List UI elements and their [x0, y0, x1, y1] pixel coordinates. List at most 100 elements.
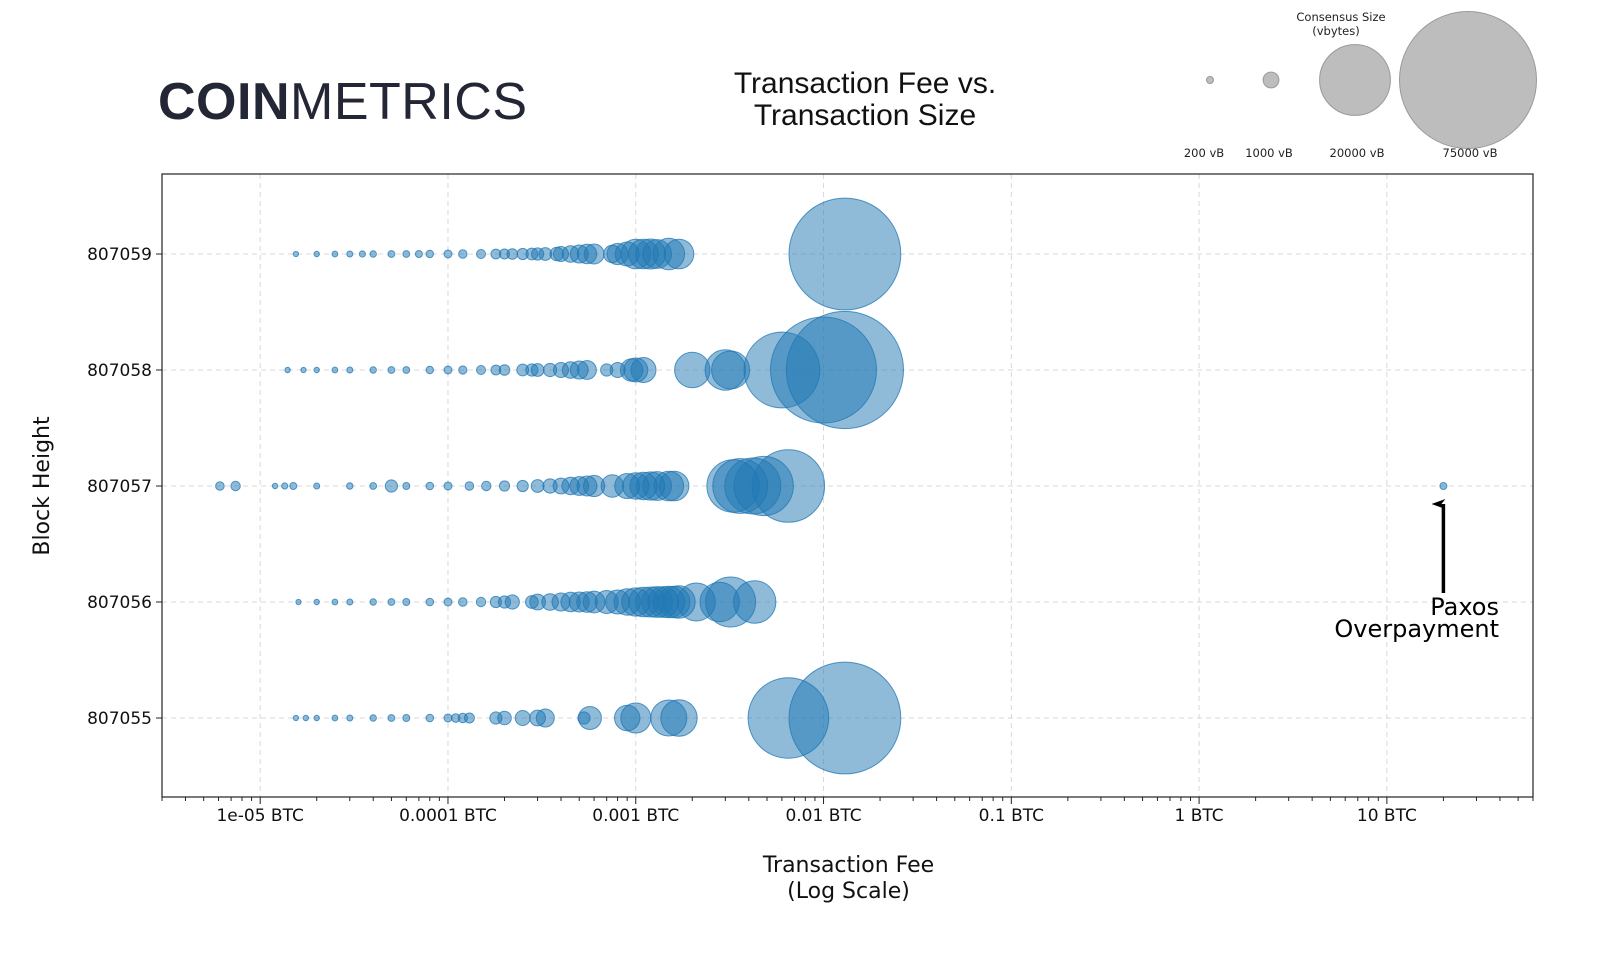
data-point — [369, 482, 378, 490]
data-point — [384, 479, 398, 493]
data-point — [358, 250, 366, 258]
data-point — [489, 595, 502, 609]
data-point — [530, 479, 545, 493]
data-point — [289, 482, 298, 490]
data-point — [443, 713, 453, 723]
size-legend-bubble — [1262, 71, 1280, 89]
chart-title-line-1: Transaction Fee vs. — [733, 67, 997, 100]
data-point — [281, 482, 289, 490]
data-points — [215, 197, 1448, 775]
annotation-text-line-1: Paxos — [1430, 593, 1499, 621]
data-point — [458, 365, 468, 375]
data-point — [346, 482, 354, 490]
data-point — [747, 677, 830, 759]
size-legend-bubble — [1399, 11, 1537, 149]
y-tick-label: 807057 — [87, 477, 152, 497]
y-axis-label: Block Height — [30, 416, 55, 556]
data-point — [489, 711, 503, 725]
data-point — [1439, 482, 1448, 490]
data-point — [346, 366, 354, 374]
data-point — [369, 714, 377, 722]
series-block-807057 — [215, 449, 1448, 523]
data-point — [542, 478, 558, 494]
data-point — [313, 366, 320, 374]
y-axis-ticks: 807059 807058 807057 807056 807055 — [87, 245, 162, 729]
data-point — [313, 482, 321, 490]
data-point — [313, 250, 320, 258]
data-point — [387, 598, 396, 606]
data-point — [369, 366, 377, 374]
size-legend-title-line-2: (vbytes) — [1312, 24, 1359, 38]
data-point — [402, 250, 411, 258]
data-point — [711, 350, 751, 390]
data-point — [215, 481, 225, 491]
data-point — [387, 714, 396, 722]
data-point — [313, 598, 320, 606]
data-point — [788, 197, 902, 311]
logo-light-text: METRICS — [290, 73, 528, 131]
data-point — [331, 598, 339, 606]
y-tick-label: 807059 — [87, 245, 152, 265]
data-point — [516, 247, 529, 261]
y-tick-label: 807055 — [87, 709, 152, 729]
x-axis-ticks: 1e-05 BTC 0.0001 BTC 0.001 BTC 0.01 BTC 0.1 … — [161, 797, 1534, 826]
data-point — [313, 714, 320, 722]
series-block-807055 — [292, 661, 902, 775]
data-point — [346, 714, 354, 722]
x-tick-label: 10 BTC — [1357, 806, 1417, 826]
data-point — [443, 481, 453, 491]
data-point — [425, 713, 435, 723]
data-point — [402, 366, 411, 374]
data-point — [369, 598, 377, 606]
coinmetrics-logo: COINMETRICS — [158, 76, 528, 128]
data-point — [498, 480, 511, 492]
data-point — [525, 595, 539, 609]
x-tick-label: 0.0001 BTC — [399, 806, 497, 826]
series-block-807059 — [292, 197, 902, 311]
data-point — [706, 459, 760, 513]
series-block-807058 — [284, 310, 905, 430]
data-point — [346, 250, 354, 258]
x-tick-label: 0.001 BTC — [592, 806, 679, 826]
series-block-807056 — [295, 576, 777, 628]
data-point — [529, 709, 546, 727]
data-point — [642, 239, 672, 269]
data-point — [425, 597, 435, 607]
data-point — [292, 250, 299, 258]
size-legend-label: 20000 vB — [1330, 146, 1385, 160]
logo-bold-text: COIN — [158, 73, 290, 131]
data-point — [443, 597, 453, 607]
size-legend-bubble — [1206, 76, 1214, 84]
data-point — [476, 365, 486, 375]
data-point — [450, 713, 461, 723]
data-point — [300, 366, 307, 374]
data-point — [443, 249, 453, 259]
data-point — [387, 366, 396, 374]
chart-title-line-2: Transaction Size — [753, 99, 977, 132]
data-point — [425, 249, 434, 259]
data-point — [425, 365, 434, 375]
data-point — [743, 331, 821, 409]
data-point — [458, 597, 468, 607]
data-point — [331, 366, 339, 374]
y-tick-label: 807056 — [87, 593, 152, 613]
data-point — [284, 366, 291, 374]
x-axis-label-line-1: Transaction Fee — [762, 853, 934, 878]
y-tick-label: 807058 — [87, 361, 152, 381]
data-point — [346, 598, 354, 606]
data-point — [414, 250, 423, 258]
data-point — [402, 482, 411, 490]
x-tick-label: 1 BTC — [1175, 806, 1224, 826]
data-point — [577, 711, 591, 725]
data-point — [443, 365, 453, 375]
chart-title: Transaction Fee vs. Transaction Size — [690, 68, 1040, 132]
annotation-text-line-2: Overpayment — [1334, 615, 1499, 643]
data-point — [475, 596, 487, 608]
data-point — [490, 248, 502, 260]
size-legend-title-line-1: Consensus Size — [1296, 10, 1385, 24]
x-tick-label: 0.01 BTC — [785, 806, 861, 826]
data-point — [514, 710, 531, 726]
x-tick-label: 1e-05 BTC — [216, 806, 303, 826]
